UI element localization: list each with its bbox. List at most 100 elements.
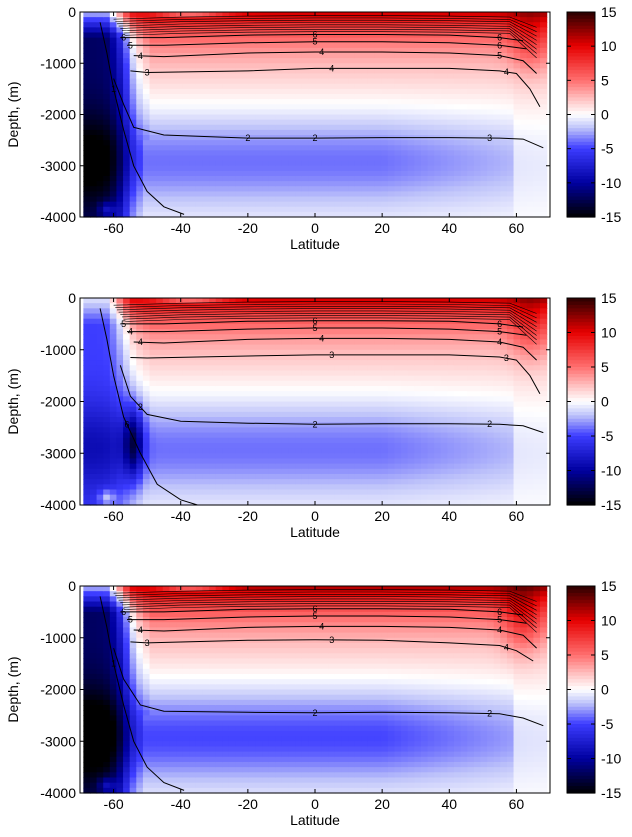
field-cell — [348, 427, 356, 434]
field-cell — [361, 68, 369, 75]
field-cell — [189, 303, 197, 309]
field-cell — [401, 422, 409, 428]
field-cell — [103, 411, 111, 418]
field-cell — [315, 499, 323, 506]
field-cell — [354, 160, 362, 167]
field-cell — [387, 298, 396, 304]
x-tick-label: 20 — [374, 220, 390, 236]
field-cell — [308, 473, 316, 480]
field-cell — [123, 160, 131, 167]
field-cell — [328, 27, 336, 34]
field-cell — [420, 83, 429, 90]
field-cell — [162, 479, 170, 485]
field-cell — [308, 47, 316, 54]
colorbar-cell — [567, 121, 595, 126]
field-cell — [222, 135, 230, 141]
field-cell — [354, 473, 362, 480]
field-cell — [116, 468, 124, 475]
field-cell — [262, 191, 270, 198]
colorbar-cell — [567, 179, 595, 184]
field-cell — [169, 88, 177, 95]
field-cell — [361, 176, 369, 182]
field-cell — [262, 463, 270, 470]
field-cell — [162, 68, 170, 75]
field-cell — [176, 124, 184, 131]
field-cell — [374, 308, 382, 315]
field-cell — [533, 42, 541, 49]
field-cell — [381, 47, 389, 54]
field-cell — [420, 104, 429, 110]
field-cell — [129, 494, 137, 501]
field-cell — [103, 53, 111, 59]
field-cell — [275, 494, 283, 501]
field-cell — [407, 160, 415, 167]
field-cell — [506, 150, 515, 157]
field-cell — [136, 63, 144, 69]
field-cell — [394, 494, 402, 501]
field-cell — [334, 53, 343, 59]
field-cell — [328, 339, 336, 346]
field-cell — [308, 360, 316, 366]
field-cell — [315, 68, 323, 75]
field-cell — [401, 94, 409, 100]
field-cell — [480, 37, 488, 44]
field-cell — [176, 308, 184, 315]
field-cell — [275, 344, 283, 351]
field-cell — [129, 437, 137, 444]
field-cell — [156, 380, 164, 387]
field-cell — [315, 458, 323, 465]
field-cell — [176, 186, 184, 192]
field-cell — [341, 391, 349, 397]
field-cell — [202, 22, 210, 28]
field-cell — [248, 104, 257, 110]
field-cell — [308, 375, 316, 382]
field-cell — [275, 42, 283, 49]
field-cell — [262, 109, 270, 116]
field-cell — [480, 47, 488, 54]
colorbar-cell — [567, 186, 595, 191]
field-cell — [228, 334, 237, 340]
field-cell — [109, 344, 118, 351]
field-cell — [367, 42, 376, 49]
field-cell — [189, 78, 197, 85]
field-cell — [109, 468, 118, 475]
field-cell — [288, 42, 296, 49]
field-cell — [341, 339, 349, 346]
field-cell — [361, 78, 369, 85]
field-cell — [453, 94, 462, 100]
field-cell — [407, 489, 415, 496]
field-cell — [96, 88, 104, 95]
field-cell — [255, 201, 263, 208]
field-cell — [255, 313, 263, 320]
field-cell — [255, 334, 263, 340]
field-cell — [96, 329, 104, 335]
field-cell — [281, 109, 290, 116]
field-cell — [235, 494, 243, 501]
field-cell — [387, 427, 396, 434]
field-cell — [222, 150, 230, 157]
field-cell — [89, 298, 98, 304]
field-cell — [209, 150, 217, 157]
field-cell — [162, 119, 170, 126]
field-cell — [308, 170, 316, 177]
colorbar-cell — [567, 107, 595, 112]
field-cell — [348, 196, 356, 203]
field-cell — [202, 334, 210, 340]
field-cell — [169, 329, 177, 335]
field-cell — [315, 396, 323, 403]
field-cell — [255, 323, 263, 330]
field-cell — [83, 303, 91, 309]
field-cell — [381, 129, 389, 136]
field-cell — [387, 380, 396, 387]
field-cell — [354, 27, 362, 34]
field-cell — [533, 170, 541, 177]
field-cell — [513, 83, 521, 90]
field-cell — [255, 437, 263, 444]
field-cell — [321, 140, 329, 146]
field-cell — [440, 206, 448, 213]
field-cell — [526, 165, 535, 172]
field-cell — [387, 196, 396, 203]
field-cell — [262, 145, 270, 151]
field-cell — [182, 401, 190, 408]
